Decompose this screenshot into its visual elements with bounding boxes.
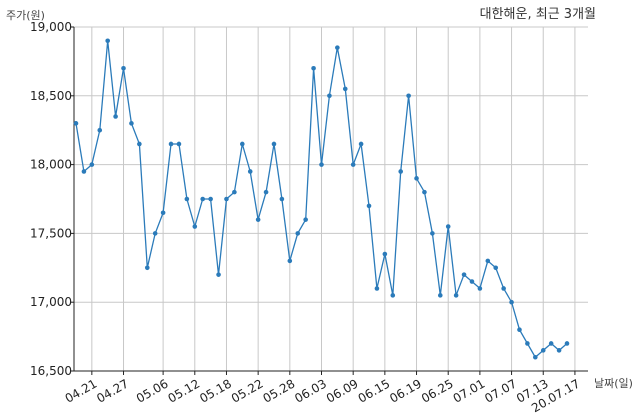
- data-point: [311, 65, 316, 71]
- y-tick-label: 18,000: [30, 158, 72, 172]
- grid: [74, 26, 588, 372]
- data-point: [406, 93, 411, 99]
- data-point: [319, 162, 324, 167]
- data-point: [200, 196, 206, 202]
- x-tick-label: 05.12: [166, 376, 203, 405]
- data-point: [184, 196, 190, 202]
- y-tick-label: 16,500: [30, 364, 72, 378]
- data-point: [247, 169, 253, 174]
- data-point: [168, 141, 174, 147]
- data-point: [113, 114, 118, 119]
- x-tick-label: 04.21: [63, 376, 100, 405]
- data-point: [137, 141, 142, 147]
- data-point: [564, 341, 570, 346]
- y-axis-title: 주가(원): [6, 9, 45, 22]
- data-point: [548, 341, 554, 346]
- data-point: [216, 272, 221, 277]
- data-point: [540, 348, 546, 353]
- data-point: [176, 141, 182, 147]
- data-point: [485, 258, 491, 264]
- data-point: [271, 141, 277, 147]
- data-point: [121, 65, 126, 71]
- data-point: [73, 121, 79, 126]
- data-point: [509, 299, 514, 305]
- data-point: [263, 189, 269, 195]
- data-point: [422, 189, 427, 195]
- x-tick-label: 07.07: [482, 376, 519, 405]
- x-tick-label: 06.09: [324, 376, 361, 405]
- data-point: [477, 286, 483, 291]
- y-tick-label: 17,500: [30, 226, 72, 240]
- data-point: [382, 251, 388, 257]
- x-tick-label: 06.25: [419, 376, 456, 405]
- data-point: [279, 196, 285, 202]
- data-point: [556, 348, 562, 353]
- x-tick-label: 06.03: [292, 376, 329, 405]
- data-point: [295, 231, 301, 236]
- y-tick-label: 18,500: [30, 89, 72, 103]
- data-point: [517, 327, 522, 333]
- x-tick-label: 07.01: [451, 376, 488, 405]
- x-tick-label: 04.27: [94, 376, 131, 405]
- data-point: [89, 162, 95, 167]
- data-point: [255, 217, 261, 222]
- data-point: [240, 141, 245, 147]
- x-tick-label: 05.18: [197, 376, 234, 405]
- x-tick-label: 05.06: [134, 376, 171, 405]
- data-point: [105, 38, 110, 44]
- data-point: [81, 169, 87, 174]
- x-tick-label: 06.15: [356, 376, 393, 405]
- y-tick-label: 17,000: [30, 295, 72, 309]
- data-point: [445, 224, 451, 229]
- data-point: [97, 127, 103, 133]
- data-point: [160, 210, 166, 216]
- data-point: [469, 279, 475, 284]
- data-point: [493, 265, 499, 271]
- data-point: [342, 86, 348, 92]
- chart-title: 대한해운, 최근 3개월: [480, 7, 596, 22]
- data-point: [453, 293, 459, 298]
- data-point: [430, 231, 435, 236]
- data-point: [461, 272, 467, 277]
- data-point: [224, 196, 229, 202]
- data-point: [533, 354, 538, 360]
- data-point: [287, 258, 293, 264]
- data-point: [232, 189, 237, 195]
- data-point: [327, 93, 332, 99]
- data-point: [501, 286, 506, 291]
- data-point: [390, 293, 396, 298]
- data-point: [437, 293, 443, 298]
- series: [73, 38, 570, 360]
- data-point: [366, 203, 372, 209]
- x-tick-label: 05.28: [261, 376, 298, 405]
- data-point: [208, 196, 213, 202]
- data-point: [129, 121, 134, 126]
- y-axis-ticks: 16,500 17,000 17,500 18,000 18,500 19,000: [30, 20, 74, 378]
- x-axis-title: 날짜(일): [594, 376, 633, 390]
- data-point: [374, 286, 380, 291]
- data-point: [414, 176, 419, 181]
- x-tick-label: 06.19: [387, 376, 424, 405]
- data-point: [192, 224, 198, 229]
- data-point: [358, 141, 364, 147]
- data-point: [152, 231, 158, 236]
- data-point: [144, 265, 150, 271]
- y-tick-label: 19,000: [30, 20, 72, 34]
- data-point: [398, 169, 403, 174]
- data-point: [303, 217, 308, 222]
- data-point: [335, 45, 340, 50]
- data-point: [350, 162, 356, 167]
- data-point: [525, 341, 530, 346]
- x-tick-label: 05.22: [229, 376, 266, 405]
